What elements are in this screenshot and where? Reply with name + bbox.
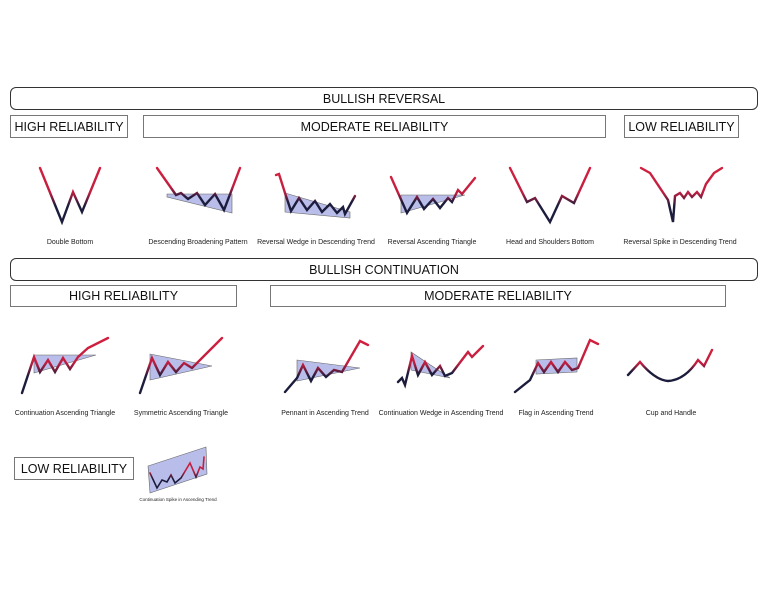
head-and-shoulders-bottom-diagram [508,166,592,225]
pennant-diagram [283,339,370,394]
continuation-low-reliability-label: LOW RELIABILITY [14,457,134,480]
pattern-label: Pennant in Ascending Trend [281,410,369,417]
reversal-spike-diagram [639,166,724,223]
continuation-spike-diagram [147,446,208,494]
continuation-wedge-diagram [396,344,485,389]
double-bottom-diagram [38,166,102,226]
cup-and-handle-diagram [626,348,714,383]
continuation-moderate-reliability-label: MODERATE RELIABILITY [270,285,726,307]
symmetric-ascending-triangle-diagram [138,336,224,395]
continuation-ascending-triangle-diagram [20,336,110,395]
pattern-label: Cup and Handle [645,410,697,417]
pattern-label: Reversal Wedge in Descending Trend [257,239,375,246]
pattern-label: Symmetric Ascending Triangle [133,410,229,417]
reversal-high-reliability-label: HIGH RELIABILITY [10,115,128,138]
pattern-label: Head and Shoulders Bottom [506,239,594,246]
pattern-label: Reversal Ascending Triangle [387,239,477,246]
pattern-label: Flag in Ascending Trend [518,410,594,417]
pattern-label: Reversal Spike in Descending Trend [623,239,737,246]
reversal-wedge-diagram [274,172,357,219]
bullish-continuation-header: BULLISH CONTINUATION [10,258,758,281]
reversal-low-reliability-label: LOW RELIABILITY [624,115,739,138]
reversal-ascending-triangle-diagram [389,175,477,216]
descending-broadening-diagram [155,166,242,214]
pattern-label: Continuation Ascending Triangle [14,410,116,417]
pattern-label: Descending Broadening Pattern [148,239,248,246]
pattern-label: Continuation Wedge in Ascending Trend [378,410,504,417]
bullish-reversal-header: BULLISH REVERSAL [10,87,758,110]
flag-diagram [513,338,600,394]
reversal-moderate-reliability-label: MODERATE RELIABILITY [143,115,606,138]
pattern-label: Double Bottom [46,239,94,246]
pattern-label: Continuation Spike in Ascending Trend [139,497,217,502]
continuation-high-reliability-label: HIGH RELIABILITY [10,285,237,307]
